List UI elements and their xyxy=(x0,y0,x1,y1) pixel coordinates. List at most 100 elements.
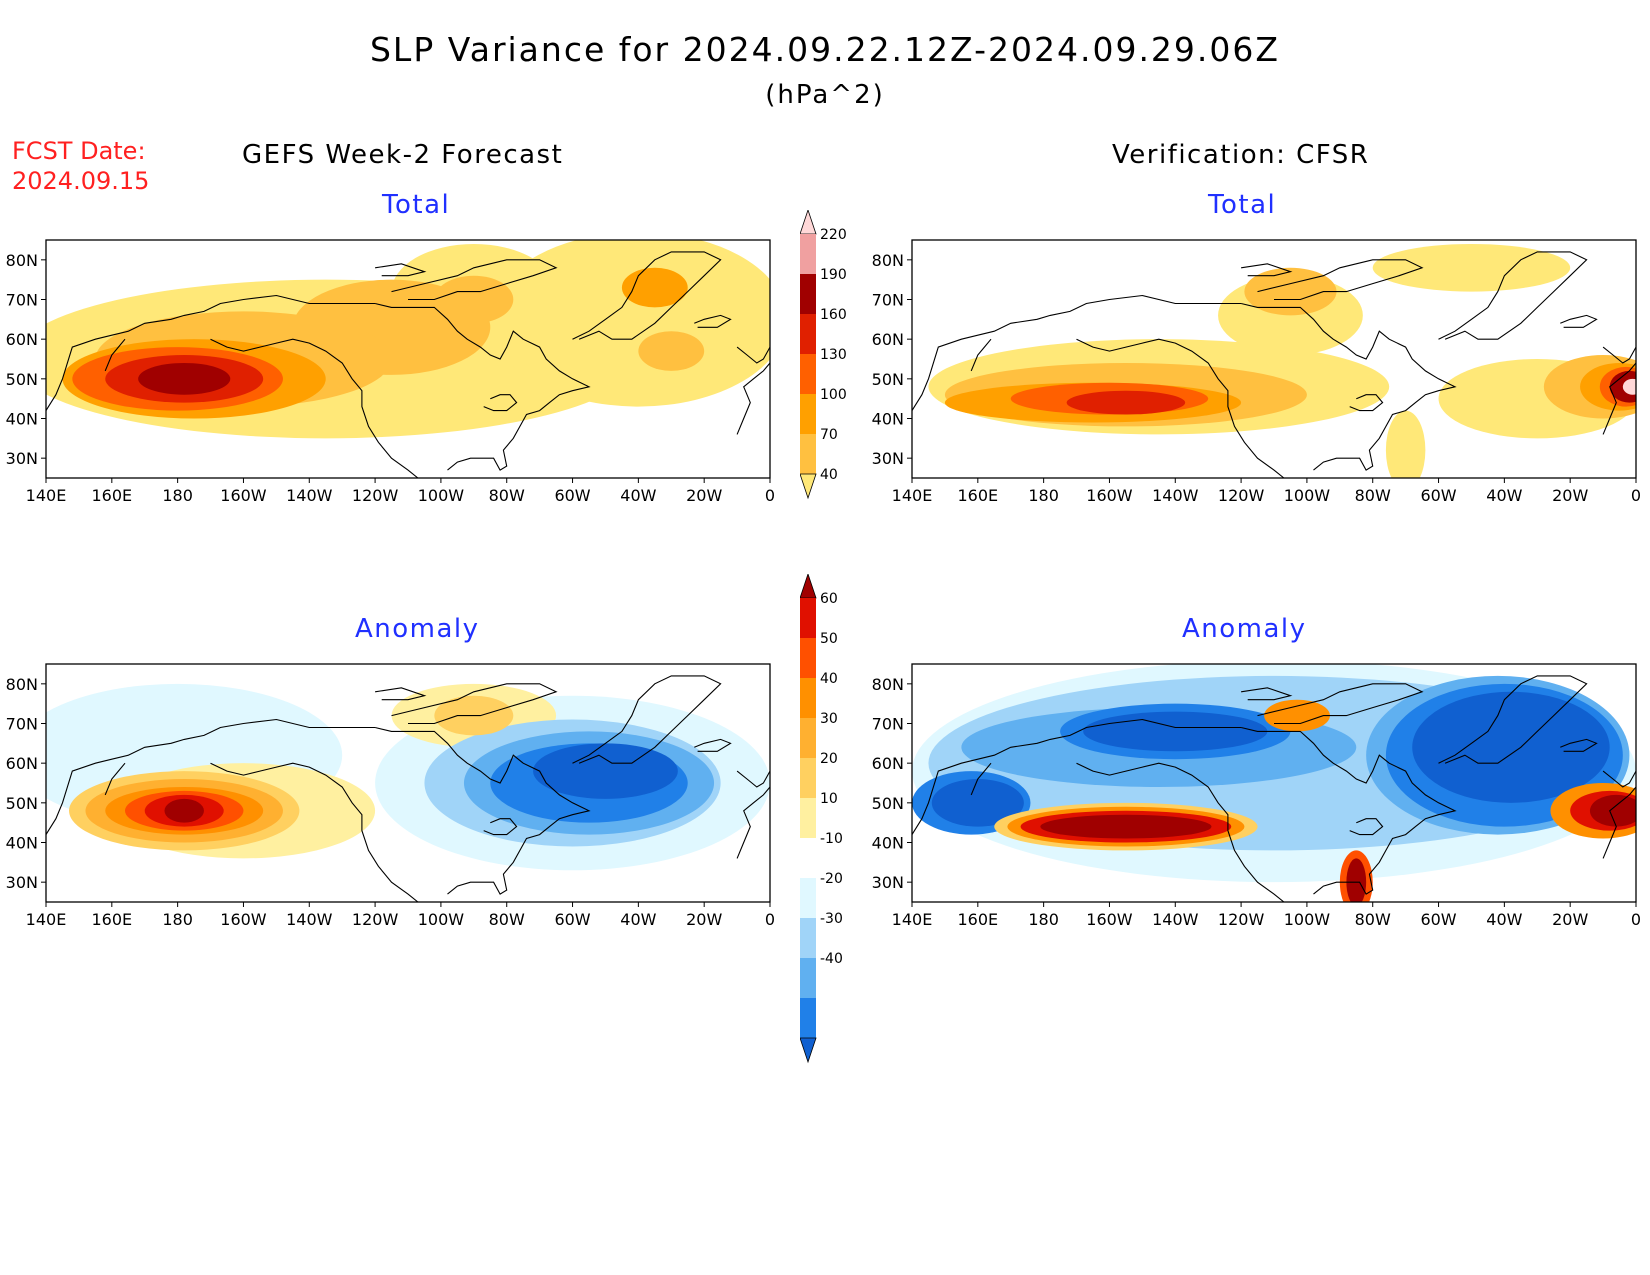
contour-region xyxy=(490,240,770,407)
lon-tick-label: 140E xyxy=(892,910,933,929)
lon-tick-label: 140W xyxy=(1152,486,1199,505)
right-column-title: Verification: CFSR xyxy=(1112,140,1370,170)
lon-tick-label: 20W xyxy=(1552,910,1588,929)
colorbar-label: 100 xyxy=(820,387,847,403)
lon-tick-label: 100W xyxy=(418,910,465,929)
coastline xyxy=(483,394,518,412)
lat-tick-label: 60N xyxy=(872,754,904,773)
coastline xyxy=(572,675,722,764)
lon-tick-label: 160W xyxy=(220,486,267,505)
coastline xyxy=(1240,726,1457,895)
lon-tick-label: 0 xyxy=(1631,486,1641,505)
coastline xyxy=(1241,263,1293,277)
lon-tick-label: 100W xyxy=(1284,910,1331,929)
cfsr-total-map: 140E 160E 180 160W 140W 120W 100W 80W 60W 40W 20W 0… xyxy=(866,239,1646,522)
coastline xyxy=(1076,338,1285,478)
coastline xyxy=(1349,394,1384,412)
colorbar-segment xyxy=(800,394,816,434)
coastline xyxy=(210,338,419,478)
colorbar-segment xyxy=(800,314,816,354)
coastline xyxy=(572,251,722,340)
cfsr-total-title: Total xyxy=(1208,190,1277,220)
coastline xyxy=(46,718,376,835)
colorbar-segment xyxy=(800,274,816,314)
contour-region xyxy=(434,275,514,324)
lat-tick-label: 40N xyxy=(872,410,904,429)
gefs-total-map: 140E 160E 180 160W 140W 120W 100W 80W 60W 40W 20W 0… xyxy=(0,239,780,522)
lat-tick-label: 80N xyxy=(6,675,38,694)
contour-region xyxy=(931,779,1024,827)
coastline xyxy=(736,786,770,859)
lat-tick-label: 40N xyxy=(6,834,38,853)
colorbar-label: 60 xyxy=(820,591,838,607)
colorbar-segment xyxy=(800,838,816,878)
colorbar-label: 220 xyxy=(820,227,847,243)
contour-region xyxy=(1589,794,1636,827)
left-column-title: GEFS Week-2 Forecast xyxy=(242,140,564,170)
lat-tick-label: 60N xyxy=(872,330,904,349)
fcst-date-label: FCST Date: xyxy=(12,137,146,165)
lat-tick-label: 30N xyxy=(872,449,904,468)
contour-region xyxy=(1372,243,1571,292)
colorbar-label: 160 xyxy=(820,307,847,323)
colorbar-label: 10 xyxy=(820,791,838,807)
colorbar-segment xyxy=(800,598,816,638)
coastline xyxy=(736,346,770,364)
coastline xyxy=(1257,683,1424,725)
coastline xyxy=(694,738,732,752)
colorbar-label: 50 xyxy=(820,631,838,647)
colorbar-label: 190 xyxy=(820,267,847,283)
lon-tick-label: 140W xyxy=(286,486,333,505)
lat-tick-label: 80N xyxy=(6,251,38,270)
coastline xyxy=(210,762,419,902)
coastline xyxy=(374,726,591,895)
contour-region xyxy=(1264,699,1330,732)
coastline xyxy=(694,314,732,328)
colorbar-segment xyxy=(800,718,816,758)
cfsr-anomaly-title: Anomaly xyxy=(1182,614,1307,644)
cfsr-anomaly-map: 140E 160E 180 160W 140W 120W 100W 80W 60W 40W 20W 0… xyxy=(866,663,1646,946)
lon-tick-label: 140W xyxy=(286,910,333,929)
colorbar-label: 40 xyxy=(820,467,838,483)
lon-tick-label: 40W xyxy=(1486,486,1522,505)
contour-region xyxy=(1066,390,1186,415)
colorbar-segment xyxy=(800,878,816,918)
lat-tick-label: 70N xyxy=(6,715,38,734)
lon-tick-label: 160W xyxy=(220,910,267,929)
contour-region xyxy=(1244,267,1337,316)
contour-region xyxy=(1412,691,1610,803)
coastline xyxy=(391,259,558,301)
lat-tick-label: 50N xyxy=(872,794,904,813)
gefs-anomaly-title: Anomaly xyxy=(355,614,480,644)
lat-tick-label: 70N xyxy=(6,291,38,310)
fcst-date-value: 2024.09.15 xyxy=(12,167,150,195)
coastline xyxy=(1241,687,1293,701)
lon-tick-label: 160E xyxy=(91,486,132,505)
coastline xyxy=(104,762,126,796)
lon-tick-label: 180 xyxy=(1028,910,1059,929)
colorbar-label: 70 xyxy=(820,427,838,443)
coastline xyxy=(1349,818,1384,836)
lon-tick-label: 20W xyxy=(686,486,722,505)
lat-tick-label: 30N xyxy=(6,449,38,468)
coastline xyxy=(104,338,126,372)
contour-region xyxy=(638,331,705,371)
lon-tick-label: 20W xyxy=(1552,486,1588,505)
lon-tick-label: 40W xyxy=(1486,910,1522,929)
lon-tick-label: 80W xyxy=(489,486,525,505)
coastline xyxy=(1560,314,1598,328)
lon-tick-label: 100W xyxy=(418,486,465,505)
lat-tick-label: 70N xyxy=(872,291,904,310)
lon-tick-label: 80W xyxy=(1355,486,1391,505)
lon-tick-label: 60W xyxy=(1420,910,1456,929)
coastline xyxy=(1438,675,1588,764)
coastline xyxy=(374,302,591,471)
lon-tick-label: 160W xyxy=(1086,486,1133,505)
coastline xyxy=(375,687,427,701)
contour-region xyxy=(621,267,688,308)
coastline xyxy=(1602,346,1636,364)
colorbar-segment xyxy=(800,354,816,394)
lon-tick-label: 60W xyxy=(554,486,590,505)
lat-tick-label: 50N xyxy=(872,370,904,389)
lon-tick-label: 80W xyxy=(489,910,525,929)
